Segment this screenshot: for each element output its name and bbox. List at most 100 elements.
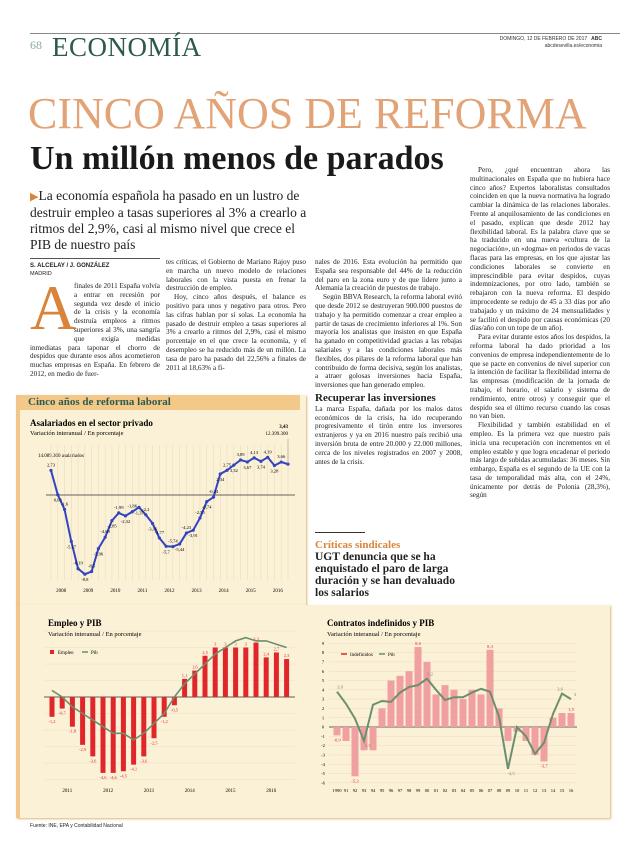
- data-point: [205, 500, 209, 504]
- bar-label: -3,6: [140, 758, 148, 764]
- x-tick-label: 2013: [192, 589, 203, 594]
- bar-empleo: [69, 697, 75, 727]
- paragraph: Pero, ¿qué encuentran ahora las multinac…: [470, 166, 610, 333]
- bar-empleo: [253, 642, 259, 697]
- pib-label: 5,2: [427, 672, 433, 678]
- chart-title: Empleo y PIB: [48, 618, 102, 628]
- bar-empleo: [49, 697, 55, 717]
- bar-empleo: [59, 697, 65, 709]
- data-label: 3,74: [257, 464, 266, 470]
- bar-indefinidos: [342, 727, 350, 741]
- y-tick-label: 6: [322, 669, 325, 674]
- header-date: DOMINGO, 12 DE FEBRERO DE 2017 ABC abcdese…: [500, 36, 602, 50]
- article-column-2: tes críticas, el Gobierno de Mariano Raj…: [166, 258, 306, 390]
- x-tick-label: 08: [497, 788, 502, 793]
- data-point: [232, 463, 236, 467]
- y-tick-label: -5: [321, 771, 326, 776]
- header-rule: [30, 33, 620, 34]
- x-tick-label: 2010: [110, 589, 121, 594]
- paragraph: Flexibilidad y también estabilidad en el…: [470, 421, 610, 500]
- data-label: -1,86: [127, 504, 137, 510]
- kicker: CINCO AÑOS DE REFORMA: [28, 89, 587, 138]
- x-tick-label: 2014: [219, 589, 230, 594]
- y-tick-label: -6: [321, 780, 326, 785]
- data-point: [103, 535, 107, 539]
- bar-indefinidos: [333, 727, 341, 736]
- x-tick-label: 2008: [56, 589, 67, 594]
- x-tick-label: 2009: [83, 589, 94, 594]
- data-point: [110, 519, 114, 523]
- bar-indefinidos: [468, 689, 476, 727]
- bar-label: -2,5: [150, 740, 158, 746]
- bar-label: -2,9: [79, 747, 87, 753]
- pib-label: 3: [574, 692, 577, 697]
- paragraph: tes críticas, el Gobierno de Mariano Raj…: [166, 258, 306, 293]
- bar-label: -4,6: [110, 775, 118, 781]
- chart-title: Asalariados en el sector privado: [30, 418, 153, 428]
- chart-subtitle: Variación interanual / En porcentaje: [48, 631, 142, 638]
- subhead-text: La economía española ha pasado en un lus…: [30, 188, 307, 252]
- paragraph: Para evitar durante estos años los despi…: [470, 333, 610, 421]
- source-note: Fuente: INE, EPA y Contabilidad Nacional: [30, 823, 123, 829]
- bar-indefinidos: [558, 713, 566, 727]
- data-label: -2,55: [195, 510, 205, 516]
- x-tick-label: 2012: [165, 589, 176, 594]
- subhead: ▶La economía española ha pasado en un lu…: [30, 188, 315, 253]
- y-tick-label: 7: [322, 660, 325, 665]
- data-point: [164, 544, 168, 548]
- x-tick-label: 2016: [273, 589, 284, 594]
- pib-line: [51, 636, 287, 741]
- bar-indefinidos: [387, 680, 395, 727]
- data-point: [49, 468, 53, 473]
- data-point: [171, 545, 175, 549]
- x-tick-label: 04: [461, 788, 466, 793]
- dateline-city: MADRID: [30, 271, 52, 277]
- bar-indefinidos: [567, 713, 575, 727]
- data-point: [144, 513, 148, 517]
- x-tick-label: 2014: [185, 789, 196, 794]
- bar-indefinidos: [423, 661, 431, 727]
- bar-empleo: [212, 647, 218, 697]
- data-point: [96, 547, 100, 551]
- data-label: -5,96: [94, 552, 104, 558]
- x-tick-label: 91: [344, 788, 349, 793]
- y-tick-label: 4: [322, 687, 325, 692]
- bar-label: 3: [234, 642, 237, 647]
- section-url[interactable]: abcdesevilla.es/economia: [544, 43, 602, 49]
- bar-label: 1,1: [182, 673, 188, 679]
- bar-label: -4,6: [99, 775, 107, 781]
- data-point: [272, 463, 277, 468]
- section-title: ECONOMÍA: [52, 32, 202, 62]
- bar-label: 2,7: [274, 646, 280, 652]
- y-tick-label: -2: [321, 743, 326, 748]
- data-label: -3,16: [148, 526, 158, 532]
- x-tick-label: 00: [425, 788, 430, 793]
- bar-indefinidos: [450, 689, 458, 727]
- x-tick-label: 93: [362, 788, 367, 793]
- data-label: 4,19: [264, 449, 273, 455]
- data-label: 0,03: [54, 498, 63, 504]
- chart-asalariados: Asalariados en el sector privado Variaci…: [30, 418, 295, 594]
- bar-empleo: [151, 697, 157, 739]
- bar-label: -4,1: [130, 767, 137, 773]
- bar-empleo: [284, 659, 290, 697]
- sidebar-kicker: Críticas sindicales: [315, 539, 401, 551]
- x-tick-label: 98: [407, 788, 412, 793]
- x-tick-label: 10: [515, 788, 520, 793]
- x-tick-label: 01: [434, 788, 439, 793]
- x-tick-label: 07: [488, 788, 493, 793]
- bar-indefinidos: [486, 649, 494, 727]
- data-label: -8,19: [73, 561, 83, 567]
- x-tick-label: 2015: [226, 789, 237, 794]
- bar-indefinidos: [459, 699, 467, 727]
- data-label: -8,8: [81, 577, 89, 583]
- bar-label: 3,3: [253, 637, 259, 643]
- sidebar-teaser[interactable]: Críticas sindicales UGT denuncia que se …: [315, 532, 462, 599]
- chart-indefinidos-pib: Contratos indefinidos y PIB Variación in…: [321, 618, 577, 793]
- bar-label: -1,2: [48, 719, 55, 725]
- bar-empleo: [263, 657, 269, 697]
- bar-indefinidos: [549, 717, 557, 727]
- paragraph: La marca España, dañada por los malos da…: [315, 404, 462, 466]
- bar-label: -1,8: [69, 729, 77, 735]
- paragraph: finales de 2011 España volvía a entrar e…: [30, 282, 160, 378]
